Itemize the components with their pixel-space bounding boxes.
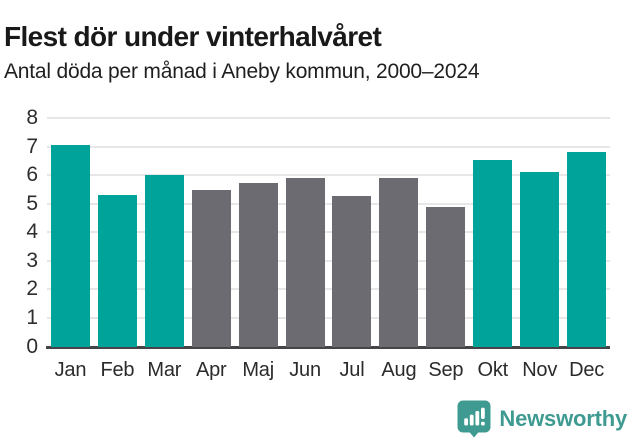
x-label-sep: Sep	[428, 359, 464, 381]
bar-apr	[191, 190, 231, 347]
x-label-mar: Mar	[147, 359, 182, 381]
bar-jan	[50, 145, 90, 347]
bar-jun	[285, 177, 325, 347]
y-tick-label-4: 4	[26, 220, 38, 244]
gridline-5	[47, 202, 610, 205]
bar-mar	[144, 175, 184, 347]
brand-name: Newsworthy	[499, 406, 627, 431]
bar-okt	[473, 160, 513, 347]
y-tick-label-3: 3	[26, 248, 38, 272]
gridline-3	[47, 259, 610, 262]
bar-slot-jun	[282, 118, 329, 347]
bar-slot-feb	[94, 118, 141, 347]
x-label-okt: Okt	[477, 359, 509, 381]
y-tick-label-5: 5	[26, 191, 38, 215]
bar-aug	[379, 177, 419, 347]
bar-slot-nov	[516, 118, 563, 347]
bar-jul	[332, 195, 372, 347]
gridline-8	[47, 117, 610, 120]
newsworthy-logo: Newsworthy	[457, 399, 627, 439]
x-label-maj: Maj	[242, 359, 274, 381]
y-tick-label-2: 2	[26, 277, 38, 301]
y-tick-label-0: 0	[26, 334, 38, 358]
y-tick-label-1: 1	[26, 305, 38, 329]
bar-dec	[567, 152, 607, 347]
x-label-feb: Feb	[100, 359, 135, 381]
bar-slot-mar	[141, 118, 188, 347]
y-tick-label-8: 8	[26, 106, 38, 130]
bar-slot-dec	[563, 118, 610, 347]
bar-slot-sep	[422, 118, 469, 347]
bar-slot-jul	[329, 118, 376, 347]
gridline-6	[47, 174, 610, 177]
chart-subtitle: Antal döda per månad i Aneby kommun, 200…	[4, 60, 480, 83]
gridline-7	[47, 145, 610, 148]
newsworthy-bubble-chart-icon	[457, 400, 491, 438]
x-label-jun: Jun	[289, 359, 321, 381]
gridline-2	[47, 288, 610, 291]
x-label-jul: Jul	[339, 359, 365, 381]
bar-slot-aug	[375, 118, 422, 347]
gridline-4	[47, 231, 610, 234]
bar-slot-apr	[188, 118, 235, 347]
bar-slot-maj	[235, 118, 282, 347]
x-axis-line	[46, 345, 610, 349]
bars-group	[47, 118, 610, 347]
bar-slot-jan	[47, 118, 94, 347]
x-label-nov: Nov	[522, 359, 558, 381]
y-tick-label-6: 6	[26, 163, 38, 187]
x-label-apr: Apr	[195, 359, 227, 381]
bar-maj	[238, 183, 278, 347]
chart-title: Flest dör under vinterhalvåret	[4, 20, 382, 52]
y-tick-label-7: 7	[26, 134, 38, 158]
x-label-dec: Dec	[569, 359, 605, 381]
bar-slot-okt	[469, 118, 516, 347]
x-label-jan: Jan	[54, 359, 87, 381]
x-axis-labels: Jan Feb Mar Apr Maj Jun Jul Aug Sep Okt Nov Dec	[47, 356, 610, 384]
bar-feb	[97, 194, 137, 347]
x-label-aug: Aug	[381, 359, 417, 381]
bar-nov	[520, 171, 560, 347]
gridline-1	[47, 316, 610, 319]
bar-sep	[426, 207, 466, 347]
